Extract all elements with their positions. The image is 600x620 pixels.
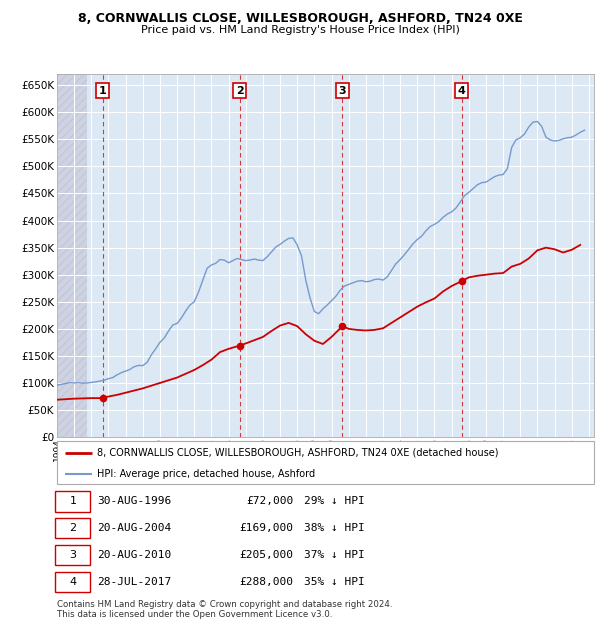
Text: 30-AUG-1996: 30-AUG-1996: [97, 497, 172, 507]
Text: 1: 1: [70, 497, 76, 507]
FancyBboxPatch shape: [55, 518, 90, 538]
Text: 38% ↓ HPI: 38% ↓ HPI: [304, 523, 365, 533]
Text: 4: 4: [69, 577, 76, 587]
Text: 20-AUG-2004: 20-AUG-2004: [97, 523, 172, 533]
Text: £288,000: £288,000: [239, 577, 293, 587]
Text: 20-AUG-2010: 20-AUG-2010: [97, 550, 172, 560]
Text: 3: 3: [338, 86, 346, 95]
Text: 35% ↓ HPI: 35% ↓ HPI: [304, 577, 365, 587]
Text: £169,000: £169,000: [239, 523, 293, 533]
FancyBboxPatch shape: [55, 545, 90, 565]
Text: 8, CORNWALLIS CLOSE, WILLESBOROUGH, ASHFORD, TN24 0XE: 8, CORNWALLIS CLOSE, WILLESBOROUGH, ASHF…: [77, 12, 523, 25]
Text: 37% ↓ HPI: 37% ↓ HPI: [304, 550, 365, 560]
Text: 2: 2: [69, 523, 76, 533]
Text: 2: 2: [236, 86, 244, 95]
Text: 3: 3: [70, 550, 76, 560]
Text: 1: 1: [99, 86, 107, 95]
FancyBboxPatch shape: [55, 572, 90, 592]
FancyBboxPatch shape: [55, 491, 90, 512]
Text: £72,000: £72,000: [246, 497, 293, 507]
Bar: [57, 74, 87, 437]
Text: HPI: Average price, detached house, Ashford: HPI: Average price, detached house, Ashf…: [97, 469, 316, 479]
Text: 28-JUL-2017: 28-JUL-2017: [97, 577, 172, 587]
Text: 8, CORNWALLIS CLOSE, WILLESBOROUGH, ASHFORD, TN24 0XE (detached house): 8, CORNWALLIS CLOSE, WILLESBOROUGH, ASHF…: [97, 448, 499, 458]
Text: 4: 4: [458, 86, 466, 95]
Text: £205,000: £205,000: [239, 550, 293, 560]
Text: Price paid vs. HM Land Registry's House Price Index (HPI): Price paid vs. HM Land Registry's House …: [140, 25, 460, 35]
Text: 29% ↓ HPI: 29% ↓ HPI: [304, 497, 365, 507]
Text: Contains HM Land Registry data © Crown copyright and database right 2024.
This d: Contains HM Land Registry data © Crown c…: [57, 600, 392, 619]
FancyBboxPatch shape: [57, 441, 594, 484]
